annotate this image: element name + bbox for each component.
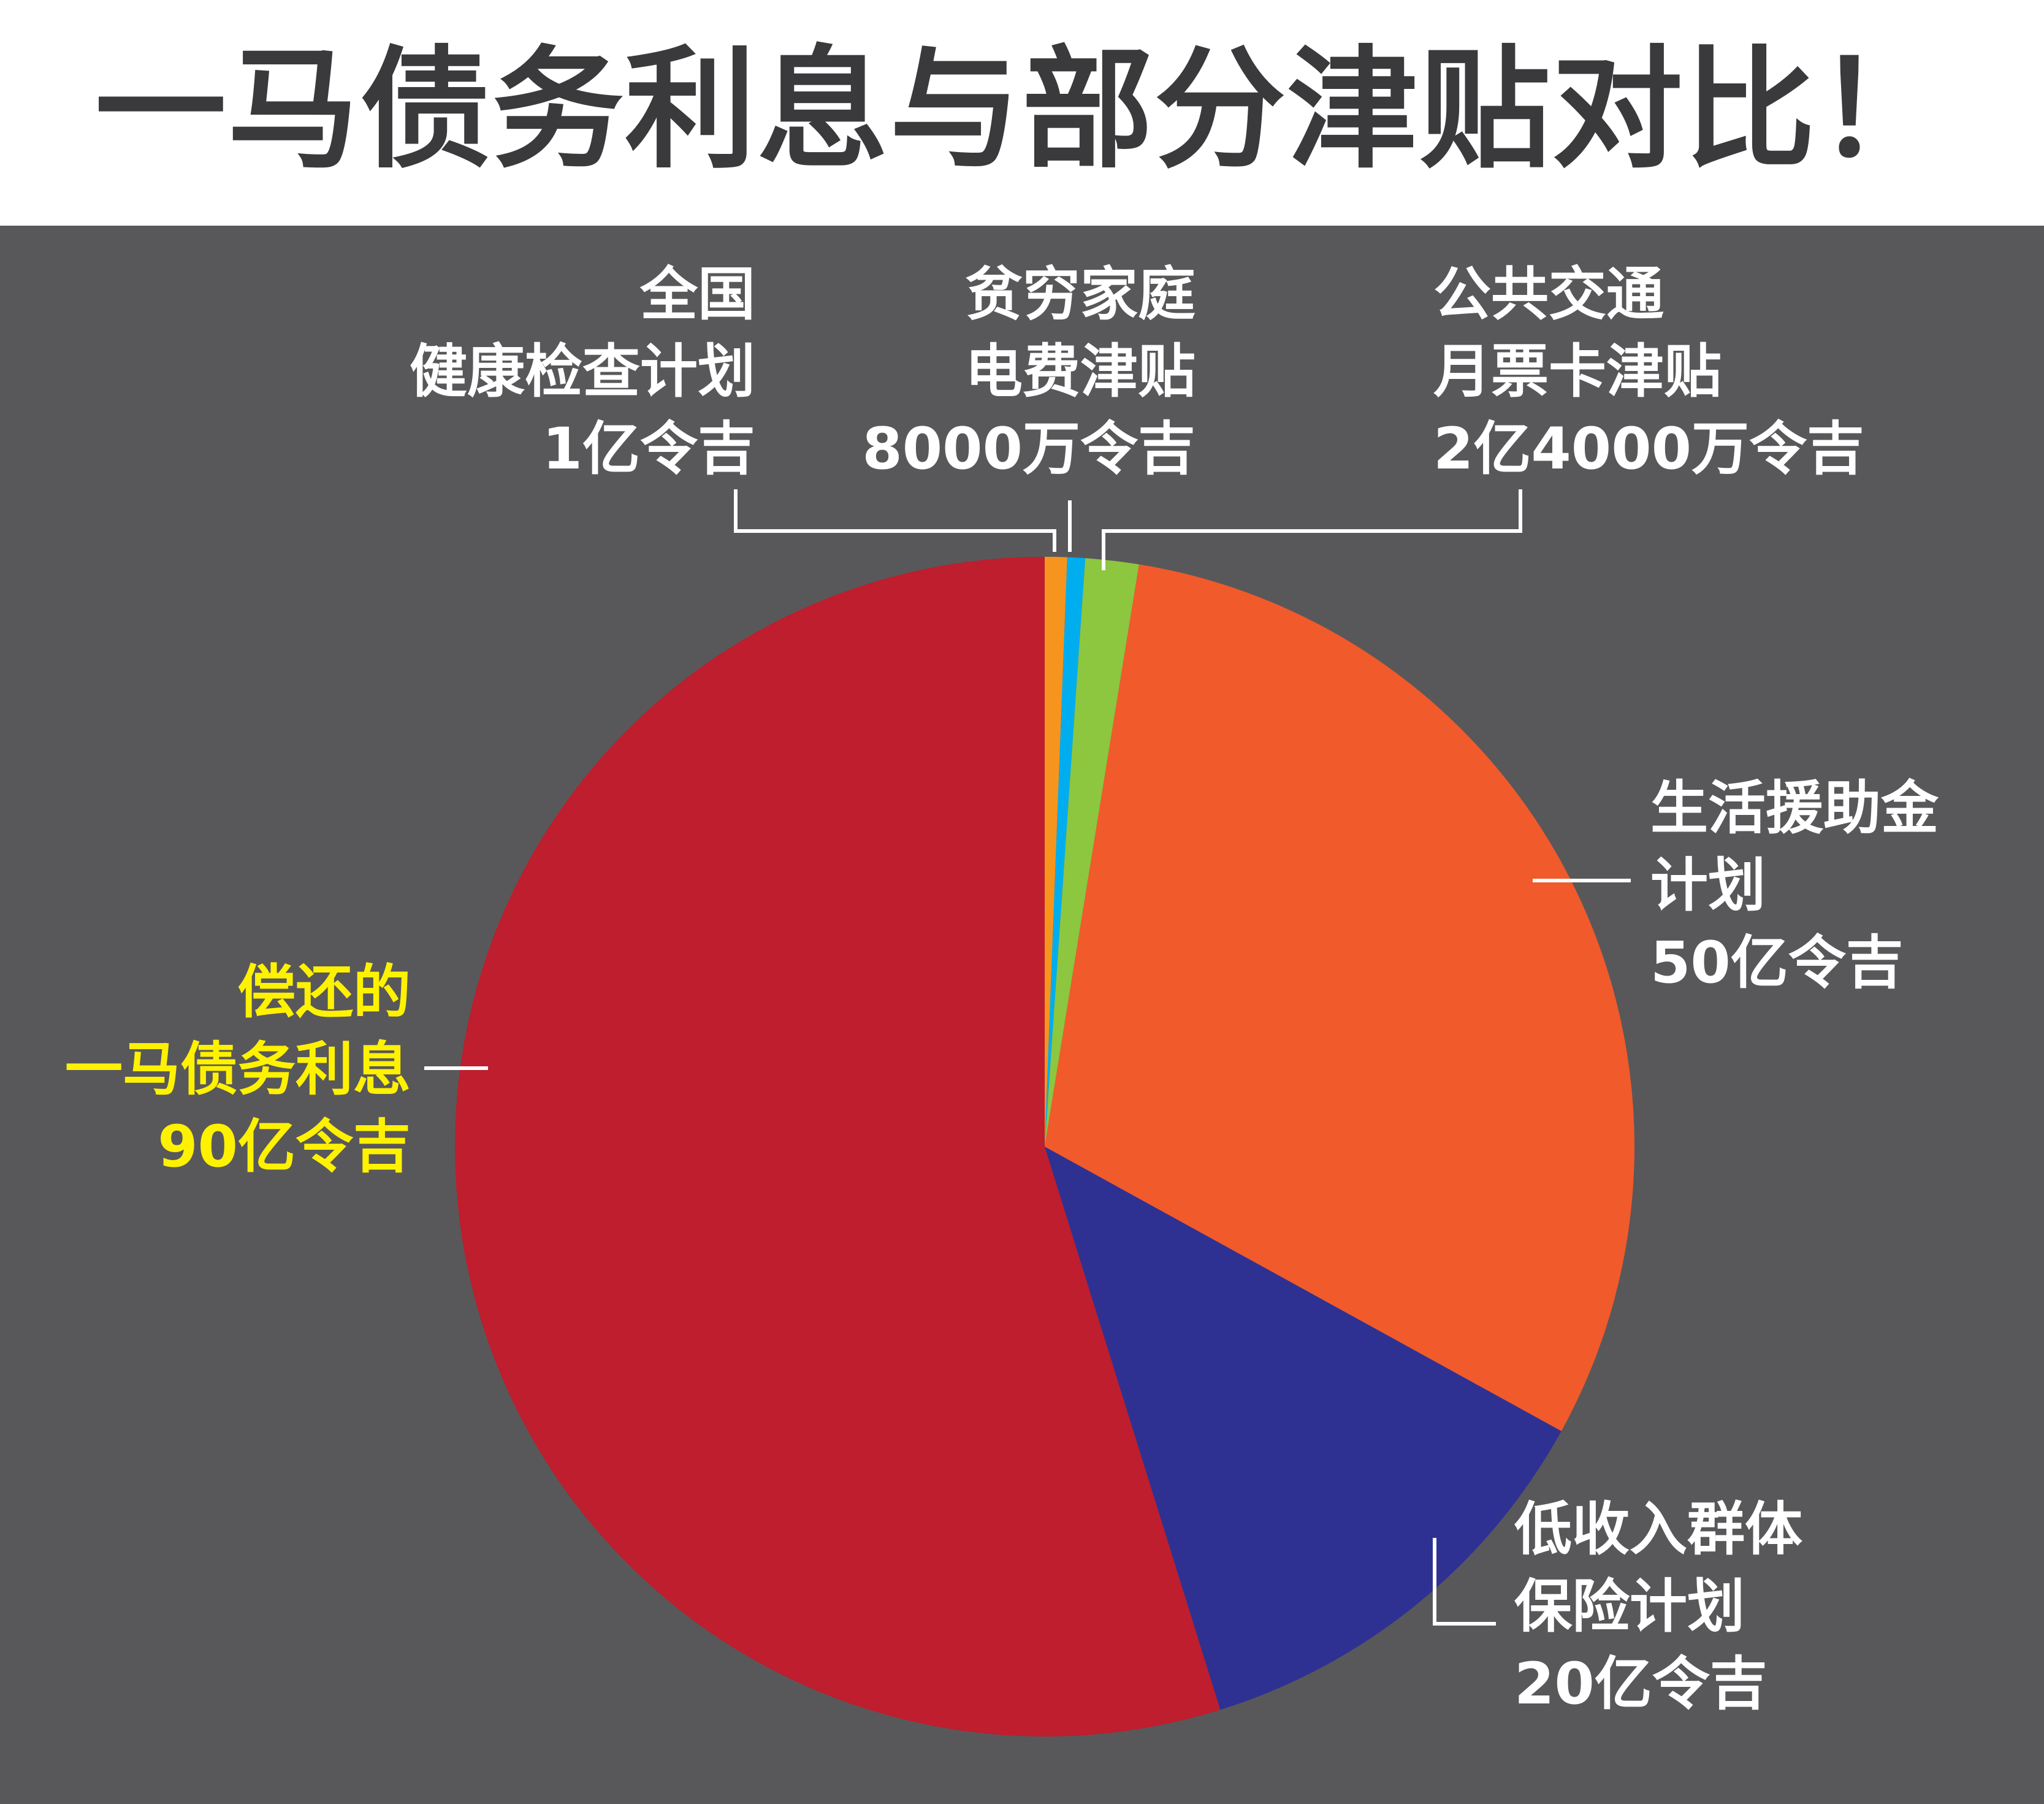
label-electricity-line-2: 电费津贴 (964, 338, 1196, 405)
header: 一马债务利息与部分津贴对比！ (0, 0, 2044, 226)
label-debt-interest: 偿还的 一马债务利息 90亿令吉 (12, 954, 411, 1186)
label-health-line-2: 健康检查计划 (409, 338, 755, 405)
leader-line-transport (1102, 489, 1522, 570)
label-living-aid-line-2: 计划 (1650, 852, 1766, 919)
leader-line-insurance (1433, 1538, 1496, 1626)
label-health: 全国 健康检查计划 1亿令吉 (343, 256, 755, 488)
pie-slices (455, 556, 1635, 1737)
label-debt-interest-value: 90亿令吉 (158, 1114, 411, 1180)
label-insurance-value: 20亿令吉 (1514, 1651, 1768, 1718)
pie-slice-transport (1045, 558, 1139, 1147)
label-debt-interest-line-2: 一马债务利息 (64, 1036, 411, 1103)
label-electricity-value: 8000万令吉 (862, 416, 1196, 483)
label-transport-line-1: 公共交通 (1433, 261, 1665, 328)
leader-lines (424, 489, 1631, 1626)
label-insurance-line-2: 保险计划 (1514, 1573, 1745, 1640)
pie-slice-living_aid (1045, 564, 1635, 1431)
label-transport: 公共交通 月票卡津贴 2亿4000万令吉 (1433, 256, 1936, 488)
label-transport-value: 2亿4000万令吉 (1433, 416, 1865, 483)
pie-slice-health (1045, 556, 1067, 1147)
label-living-aid: 生活援助金 计划 50亿令吉 (1650, 770, 1994, 1002)
pie-slice-electricity (1045, 557, 1086, 1147)
label-electricity: 贫穷家庭 电费津贴 8000万令吉 (815, 256, 1196, 488)
leader-line-health (734, 489, 1056, 552)
label-electricity-line-1: 贫穷家庭 (964, 261, 1196, 328)
label-transport-line-2: 月票卡津贴 (1433, 338, 1722, 405)
label-living-aid-value: 50亿令吉 (1650, 930, 1904, 996)
label-insurance: 低收入群体 保险计划 20亿令吉 (1514, 1491, 1882, 1723)
label-insurance-line-1: 低收入群体 (1514, 1496, 1803, 1563)
pie-chart (424, 489, 1635, 1737)
label-living-aid-line-1: 生活援助金 (1650, 775, 1939, 842)
label-health-value: 1亿令吉 (542, 416, 755, 483)
label-health-line-1: 全国 (639, 261, 755, 328)
pie-slice-debt_interest (455, 557, 1221, 1737)
label-debt-interest-line-1: 偿还的 (237, 959, 411, 1026)
pie-slice-insurance (1045, 1147, 1562, 1710)
chart-panel: 全国 健康检查计划 1亿令吉 贫穷家庭 电费津贴 8000万令吉 公共交通 月票… (0, 226, 2044, 1804)
chart-title: 一马债务利息与部分津贴对比！ (95, 34, 1949, 186)
